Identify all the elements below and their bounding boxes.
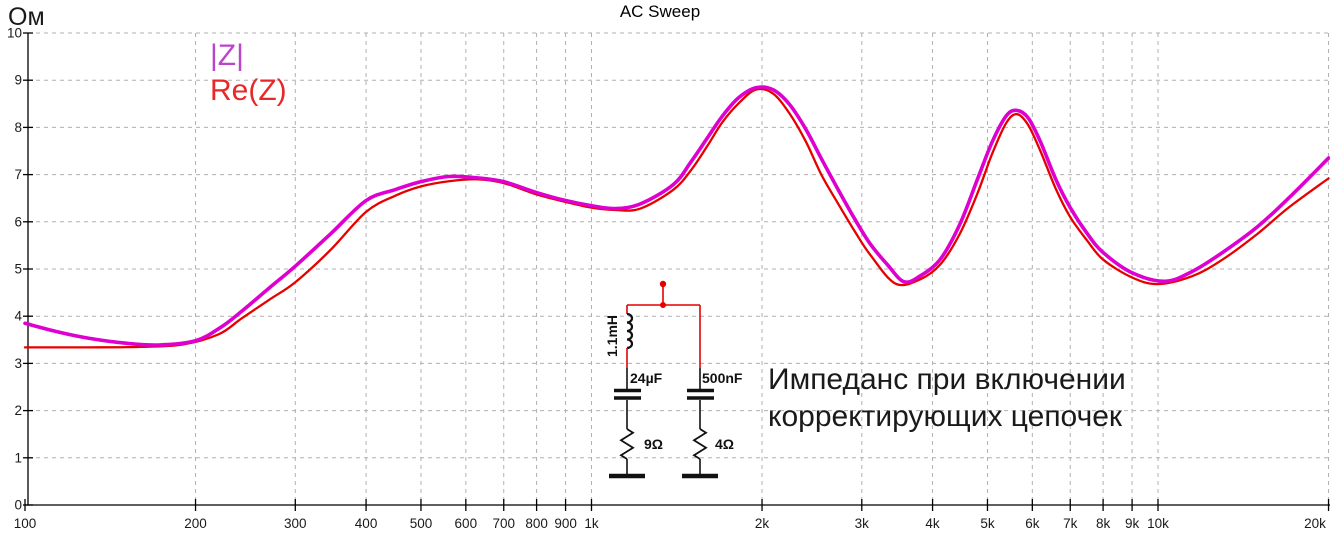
x-tick-label: 20k — [1304, 516, 1326, 531]
inductor-symbol — [626, 312, 634, 350]
x-tick-label: 900 — [554, 516, 577, 531]
x-tick-label: 1k — [584, 516, 599, 531]
y-tick-label: 10 — [7, 26, 22, 41]
resistor-right-value-label: 4Ω — [715, 436, 734, 452]
capacitor-right-value-label: 500nF — [702, 370, 743, 386]
annotation-text: Импеданс при включении корректирующих це… — [768, 361, 1126, 435]
x-tick-label: 800 — [525, 516, 548, 531]
curve-z-magnitude — [23, 85, 1330, 347]
x-tick-label: 10k — [1147, 516, 1169, 531]
y-tick-label: 1 — [14, 450, 22, 465]
resistor-symbol — [692, 428, 708, 460]
annotation-line2: корректирующих цепочек — [768, 400, 1123, 433]
inductor-value-label: 1.1mH — [604, 315, 620, 357]
annotation-line1: Импеданс при включении — [768, 363, 1126, 396]
x-tick-label: 7k — [1063, 516, 1078, 531]
x-tick-label: 300 — [284, 516, 307, 531]
legend: |Z| Re(Z) — [210, 38, 287, 108]
x-tick-label: 200 — [184, 516, 207, 531]
x-tick-label: 3k — [855, 516, 870, 531]
chart-title: AC Sweep — [619, 2, 701, 21]
x-tick-label: 100 — [14, 516, 37, 531]
x-tick-label: 2k — [755, 516, 770, 531]
y-tick-label: 6 — [14, 214, 22, 229]
y-axis-unit-label: Ом — [8, 3, 45, 31]
legend-item-z: |Z| — [210, 39, 244, 72]
curve-re-z — [23, 87, 1330, 349]
x-tick-label: 500 — [410, 516, 433, 531]
resistor-symbol — [619, 428, 635, 460]
x-tick-label: 8k — [1096, 516, 1111, 531]
x-tick-label: 6k — [1025, 516, 1040, 531]
capacitor-left-value-label: 24µF — [630, 370, 663, 386]
y-tick-label: 4 — [14, 309, 22, 324]
x-tick-label: 9k — [1125, 516, 1140, 531]
resistor-left-value-label: 9Ω — [644, 436, 663, 452]
y-tick-label: 9 — [14, 73, 22, 88]
x-tick-label: 4k — [925, 516, 940, 531]
y-tick-label: 7 — [14, 167, 22, 182]
y-tick-label: 0 — [14, 498, 22, 513]
x-tick-label: 600 — [455, 516, 478, 531]
y-tick-label: 2 — [14, 403, 22, 418]
y-tick-label: 3 — [14, 356, 22, 371]
y-tick-label: 8 — [14, 120, 22, 135]
legend-item-rez: Re(Z) — [210, 74, 287, 107]
y-tick-label: 5 — [14, 262, 22, 277]
x-tick-label: 700 — [492, 516, 515, 531]
x-tick-label: 5k — [980, 516, 995, 531]
x-tick-label: 400 — [355, 516, 378, 531]
